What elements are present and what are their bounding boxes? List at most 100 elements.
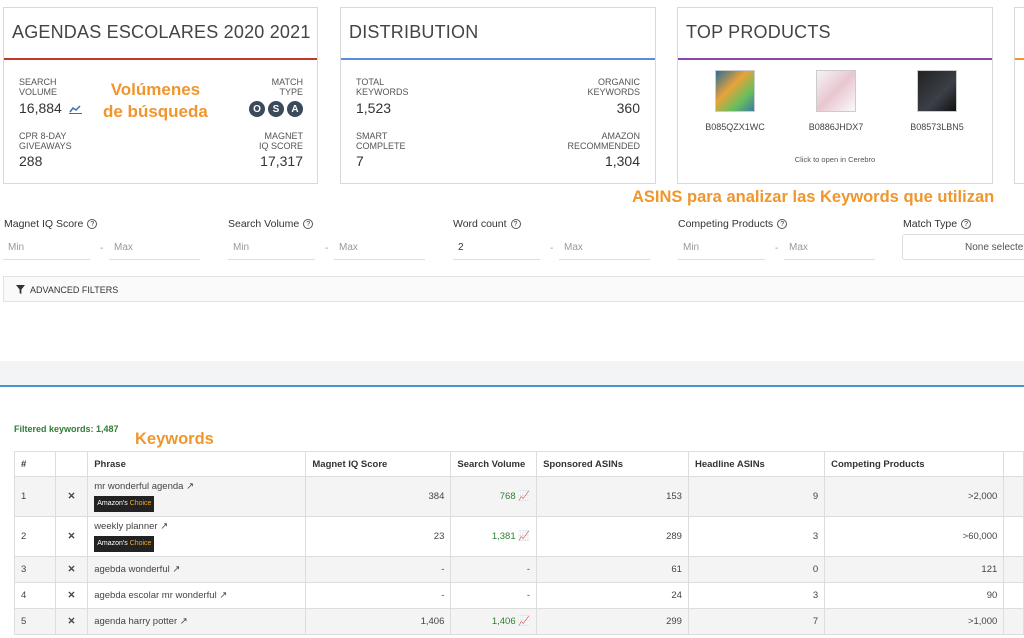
phrase-text[interactable]: agebda escolar mr wonderful	[94, 590, 217, 601]
product-asin: B085QZX1WC	[705, 122, 765, 132]
product-image	[715, 70, 755, 112]
external-link-icon[interactable]: ↗	[172, 564, 181, 575]
match-type-select[interactable]: None selecte	[902, 234, 1024, 260]
external-link-icon[interactable]: ↗	[219, 590, 228, 601]
col-header-headline[interactable]: Headline ASINs	[687, 451, 826, 477]
remove-icon[interactable]: ✕	[54, 476, 89, 517]
help-icon[interactable]: ?	[510, 219, 521, 229]
chart-icon[interactable]	[68, 104, 82, 115]
sponsored-cell: 24	[536, 582, 689, 609]
iq-score-value: 17,317	[260, 153, 303, 169]
sponsored-cell: 299	[536, 608, 689, 635]
phrase-cell[interactable]: agebda wonderful ↗	[87, 556, 307, 583]
phrase-text[interactable]: agenda harry potter	[94, 616, 178, 627]
phrase-text[interactable]: agebda wonderful	[94, 564, 170, 575]
product-asin: B08573LBN5	[910, 122, 964, 132]
amazon-recommended-label: AMAZON RECOMMENDED	[567, 131, 640, 151]
product-image	[917, 70, 957, 112]
word-count-min-input[interactable]: 2	[453, 234, 540, 260]
row-index: 5	[14, 608, 56, 635]
search-volume-cell[interactable]: 1,381 📈	[450, 516, 538, 557]
col-header-competing[interactable]: Competing Products	[824, 451, 1005, 477]
product-item[interactable]: B0886JHDX7	[791, 70, 881, 132]
help-icon[interactable]: ?	[87, 219, 98, 229]
distribution-card: DISTRIBUTION TOTAL KEYWORDS 1,523 ORGANIC…	[340, 7, 656, 184]
sponsored-cell: 289	[536, 516, 689, 557]
advanced-filters-label: ADVANCED FILTERS	[30, 285, 119, 295]
col-header-sponsored[interactable]: Sponsored ASINs	[536, 451, 689, 477]
filter-search-volume-label: Search Volume?	[228, 218, 314, 230]
phrase-cell[interactable]: weekly planner ↗ Amazon's Choice	[87, 516, 307, 557]
search-volume-min-input[interactable]: Min	[228, 234, 315, 260]
advanced-filters-button[interactable]: ADVANCED FILTERS	[3, 276, 1024, 302]
phrase-text[interactable]: weekly planner	[94, 521, 158, 532]
col-header-iq[interactable]: Magnet IQ Score	[305, 451, 452, 477]
total-keywords-label: TOTAL KEYWORDS	[356, 77, 409, 97]
sponsored-icon: S	[268, 101, 284, 117]
match-type-icons: O S A	[249, 101, 303, 117]
filter-match-type-label: Match Type?	[903, 218, 972, 230]
smart-complete-label: SMART COMPLETE	[356, 131, 406, 151]
competing-min-input[interactable]: Min	[678, 234, 765, 260]
partial-card	[1014, 7, 1024, 184]
iq-cell: -	[305, 556, 452, 583]
remove-icon[interactable]: ✕	[54, 516, 89, 557]
trend-chart-icon[interactable]: 📈	[518, 531, 531, 542]
headline-cell: 3	[687, 516, 826, 557]
product-item[interactable]: B08573LBN5	[892, 70, 982, 132]
competing-cell: 90	[824, 582, 1005, 609]
magnet-iq-max-input[interactable]: Max	[109, 234, 200, 260]
external-link-icon[interactable]: ↗	[186, 481, 195, 492]
competing-max-input[interactable]: Max	[784, 234, 875, 260]
total-keywords-value: 1,523	[356, 100, 392, 116]
magnet-iq-min-input[interactable]: Min	[3, 234, 90, 260]
annotation-volumes: Volúmenes de búsqueda	[103, 80, 208, 121]
iq-cell: -	[305, 582, 452, 609]
search-volume-cell[interactable]: 768 📈	[450, 476, 538, 517]
table-row: 1 ✕ mr wonderful agenda ↗ Amazon's Choic…	[14, 476, 1024, 517]
amazon-recommended-value: 1,304	[604, 153, 640, 169]
filter-icon	[16, 285, 25, 294]
card-title: DISTRIBUTION	[341, 8, 655, 60]
card-title: TOP PRODUCTS	[678, 8, 992, 60]
row-index: 2	[14, 516, 56, 557]
search-volume-cell[interactable]: 1,406 📈	[450, 608, 538, 635]
headline-cell: 3	[687, 582, 826, 609]
iq-cell: 1,406	[305, 608, 452, 635]
summary-card: AGENDAS ESCOLARES 2020 2021 SEARCH VOLUME…	[3, 7, 318, 184]
iq-cell: 23	[305, 516, 452, 557]
product-image	[816, 70, 856, 112]
organic-keywords-label: ORGANIC KEYWORDS	[587, 77, 640, 97]
phrase-cell[interactable]: mr wonderful agenda ↗ Amazon's Choice	[87, 476, 307, 517]
section-divider	[0, 361, 1024, 387]
remove-icon[interactable]: ✕	[54, 582, 89, 609]
product-item[interactable]: B085QZX1WC	[690, 70, 780, 132]
word-count-max-input[interactable]: Max	[559, 234, 650, 260]
amazons-choice-badge: Amazon's Choice	[94, 536, 155, 552]
col-header-remove	[54, 451, 89, 477]
help-icon[interactable]: ?	[777, 219, 788, 229]
remove-icon[interactable]: ✕	[54, 556, 89, 583]
remove-icon[interactable]: ✕	[54, 608, 89, 635]
filter-word-count-label: Word count?	[453, 218, 521, 230]
filter-competing-label: Competing Products?	[678, 218, 788, 230]
search-volume-max-input[interactable]: Max	[334, 234, 425, 260]
iq-score-label: MAGNET IQ SCORE	[258, 131, 303, 151]
help-icon[interactable]: ?	[961, 219, 972, 229]
col-header-phrase[interactable]: Phrase	[87, 451, 307, 477]
cpr-label: CPR 8-DAY GIVEAWAYS	[19, 131, 72, 151]
trend-chart-icon[interactable]: 📈	[518, 491, 531, 502]
col-header-search-volume[interactable]: Search Volume	[450, 451, 538, 477]
phrase-cell[interactable]: agenda harry potter ↗	[87, 608, 307, 635]
trend-chart-icon[interactable]: 📈	[518, 616, 531, 627]
external-link-icon[interactable]: ↗	[160, 521, 169, 532]
help-icon[interactable]: ?	[303, 219, 314, 229]
phrase-cell[interactable]: agebda escolar mr wonderful ↗	[87, 582, 307, 609]
external-link-icon[interactable]: ↗	[179, 616, 188, 627]
search-volume-value: 16,884	[19, 100, 82, 116]
col-header-index[interactable]: #	[14, 451, 56, 477]
phrase-text[interactable]: mr wonderful agenda	[94, 481, 184, 492]
row-index: 1	[14, 476, 56, 517]
cpr-value: 288	[19, 153, 43, 169]
sponsored-cell: 153	[536, 476, 689, 517]
